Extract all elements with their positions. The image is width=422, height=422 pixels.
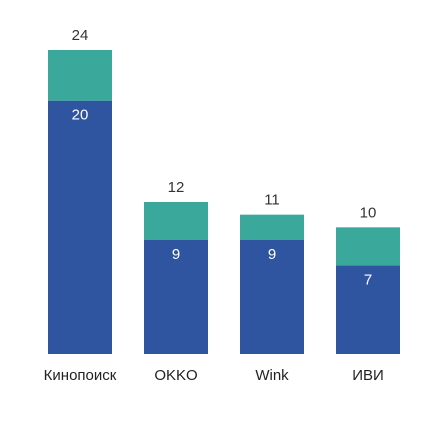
bar-segment-1-3: [240, 240, 304, 354]
bar-segment-2-2: [144, 202, 208, 240]
category-label-4: ИВИ: [352, 367, 384, 384]
inner-value-label-3: 9: [268, 246, 276, 263]
bars-group: [48, 50, 400, 355]
bar-segment-1-2: [144, 240, 208, 354]
category-label-1: Кинопоиск: [44, 367, 117, 384]
total-value-label-1: 24: [72, 27, 89, 44]
bar-segment-1-4: [336, 265, 400, 354]
bar-segment-1-1: [48, 100, 112, 355]
category-label-2: OKKO: [154, 367, 197, 384]
bar-segment-2-1: [48, 50, 112, 101]
bar-segment-2-4: [336, 227, 400, 266]
inner-value-label-2: 9: [172, 246, 180, 263]
inner-value-label-1: 20: [72, 107, 89, 124]
total-value-label-3: 11: [264, 192, 280, 209]
inner-value-label-4: 7: [364, 271, 372, 288]
labels-group: 20 24 Кинопоиск 9 12 OKKO 9 11 Wink 7 10 ИВИ: [44, 27, 384, 384]
category-label-3: Wink: [255, 367, 289, 384]
total-value-label-2: 12: [168, 179, 185, 196]
total-value-label-4: 10: [360, 204, 377, 221]
bar-segment-2-3: [240, 214, 304, 240]
